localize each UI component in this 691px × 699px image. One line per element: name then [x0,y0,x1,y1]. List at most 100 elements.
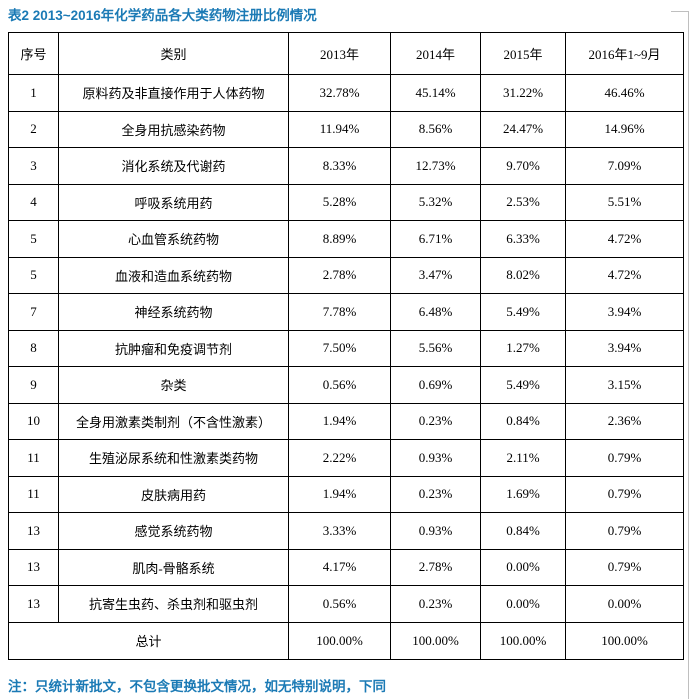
value-2014-cell: 0.69% [390,366,481,404]
total-2015: 100.00% [480,621,566,660]
index-cell: 11 [8,475,59,513]
table-row: 5 血液和造血系统药物 2.78% 3.47% 8.02% 4.72% [8,256,684,294]
value-2015-cell: 5.49% [480,366,566,404]
value-2016-cell: 2.36% [565,402,684,440]
table-header: 序号 类别 2013年 2014年 2015年 2016年1~9月 [8,32,684,75]
value-2016-cell: 14.96% [565,110,684,148]
value-2013-cell: 4.17% [288,548,391,586]
table-row: 7 神经系统药物 7.78% 6.48% 5.49% 3.94% [8,293,684,331]
value-2016-cell: 46.46% [565,74,684,112]
value-2016-cell: 0.79% [565,439,684,477]
table-row: 5 心血管系统药物 8.89% 6.71% 6.33% 4.72% [8,220,684,258]
value-2013-cell: 2.22% [288,439,391,477]
value-2015-cell: 0.84% [480,402,566,440]
value-2015-cell: 1.27% [480,329,566,367]
category-cell: 呼吸系统用药 [58,183,289,221]
value-2014-cell: 0.23% [390,585,481,623]
value-2014-cell: 12.73% [390,147,481,185]
value-2014-cell: 0.23% [390,475,481,513]
index-cell: 13 [8,585,59,623]
value-2015-cell: 31.22% [480,74,566,112]
index-cell: 3 [8,147,59,185]
value-2013-cell: 1.94% [288,402,391,440]
value-2015-cell: 0.00% [480,548,566,586]
category-cell: 消化系统及代谢药 [58,147,289,185]
table-row: 10 全身用激素类制剂（不含性激素） 1.94% 0.23% 0.84% 2.36% [8,402,684,440]
text-boundary-corner-mark [671,11,689,12]
total-2014: 100.00% [390,621,481,660]
value-2015-cell: 6.33% [480,220,566,258]
value-2015-cell: 8.02% [480,256,566,294]
header-2013: 2013年 [288,32,391,75]
table-row: 9 杂类 0.56% 0.69% 5.49% 3.15% [8,366,684,404]
total-2013: 100.00% [288,621,391,660]
index-cell: 2 [8,110,59,148]
value-2013-cell: 11.94% [288,110,391,148]
value-2015-cell: 24.47% [480,110,566,148]
index-cell: 1 [8,74,59,112]
value-2015-cell: 5.49% [480,293,566,331]
category-cell: 全身用激素类制剂（不含性激素） [58,402,289,440]
value-2014-cell: 3.47% [390,256,481,294]
value-2014-cell: 6.48% [390,293,481,331]
value-2014-cell: 8.56% [390,110,481,148]
header-category: 类别 [58,32,289,75]
index-cell: 11 [8,439,59,477]
value-2015-cell: 2.11% [480,439,566,477]
value-2015-cell: 0.84% [480,512,566,550]
table-row: 8 抗肿瘤和免疫调节剂 7.50% 5.56% 1.27% 3.94% [8,329,684,367]
index-cell: 7 [8,293,59,331]
value-2016-cell: 0.79% [565,548,684,586]
table-footer: 总计 100.00% 100.00% 100.00% 100.00% [8,621,684,660]
value-2014-cell: 5.32% [390,183,481,221]
index-cell: 8 [8,329,59,367]
value-2016-cell: 3.94% [565,329,684,367]
table-row: 1 原料药及非直接作用于人体药物 32.78% 45.14% 31.22% 46.46% [8,74,684,112]
total-row: 总计 100.00% 100.00% 100.00% 100.00% [8,621,684,660]
value-2013-cell: 8.89% [288,220,391,258]
index-cell: 4 [8,183,59,221]
table-row: 13 抗寄生虫药、杀虫剂和驱虫剂 0.56% 0.23% 0.00% 0.00% [8,585,684,623]
value-2015-cell: 2.53% [480,183,566,221]
value-2016-cell: 4.72% [565,220,684,258]
category-cell: 抗肿瘤和免疫调节剂 [58,329,289,367]
value-2013-cell: 0.56% [288,366,391,404]
category-cell: 原料药及非直接作用于人体药物 [58,74,289,112]
value-2013-cell: 1.94% [288,475,391,513]
value-2014-cell: 6.71% [390,220,481,258]
value-2013-cell: 2.78% [288,256,391,294]
value-2013-cell: 7.78% [288,293,391,331]
value-2016-cell: 0.00% [565,585,684,623]
header-2016: 2016年1~9月 [565,32,684,75]
value-2013-cell: 0.56% [288,585,391,623]
header-2015: 2015年 [480,32,566,75]
table-body: 1 原料药及非直接作用于人体药物 32.78% 45.14% 31.22% 46.46% 2… [8,74,684,623]
index-cell: 13 [8,512,59,550]
index-cell: 9 [8,366,59,404]
table-row: 2 全身用抗感染药物 11.94% 8.56% 24.47% 14.96% [8,110,684,148]
table-row: 13 感觉系统药物 3.33% 0.93% 0.84% 0.79% [8,512,684,550]
value-2014-cell: 2.78% [390,548,481,586]
value-2014-cell: 45.14% [390,74,481,112]
value-2014-cell: 0.93% [390,512,481,550]
value-2016-cell: 3.15% [565,366,684,404]
value-2016-cell: 3.94% [565,293,684,331]
value-2013-cell: 3.33% [288,512,391,550]
value-2013-cell: 5.28% [288,183,391,221]
category-cell: 心血管系统药物 [58,220,289,258]
footnote: 注：只统计新批文，不包含更换批文情况，如无特别说明，下同 [8,679,386,694]
value-2015-cell: 0.00% [480,585,566,623]
table-row: 3 消化系统及代谢药 8.33% 12.73% 9.70% 7.09% [8,147,684,185]
value-2014-cell: 0.93% [390,439,481,477]
value-2016-cell: 5.51% [565,183,684,221]
page-title: 表2 2013~2016年化学药品各大类药物注册比例情况 [8,8,317,23]
total-label: 总计 [8,621,289,660]
table-row: 11 皮肤病用药 1.94% 0.23% 1.69% 0.79% [8,475,684,513]
category-cell: 皮肤病用药 [58,475,289,513]
value-2016-cell: 7.09% [565,147,684,185]
value-2014-cell: 5.56% [390,329,481,367]
index-cell: 10 [8,402,59,440]
index-cell: 5 [8,256,59,294]
value-2015-cell: 9.70% [480,147,566,185]
table-row: 11 生殖泌尿系统和性激素类药物 2.22% 0.93% 2.11% 0.79% [8,439,684,477]
